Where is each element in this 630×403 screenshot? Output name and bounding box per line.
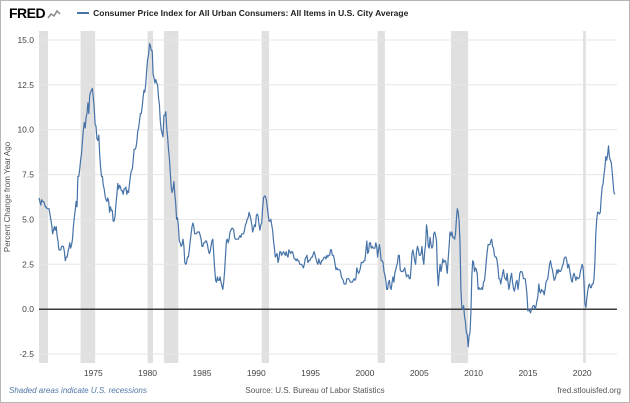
site-url-text: fred.stlouisfed.org (557, 385, 621, 395)
y-tick-label: 10.0 (17, 125, 34, 135)
y-tick-label: 2.5 (22, 259, 34, 269)
y-tick-label: 15.0 (17, 35, 34, 45)
x-tick-label: 2015 (518, 368, 537, 378)
recession-band (377, 31, 385, 363)
x-tick-label: 1995 (301, 368, 320, 378)
fred-logo-chart-icon (47, 9, 61, 18)
recession-band (39, 31, 48, 363)
recession-note: Shaded areas indicate U.S. recessions (9, 385, 147, 395)
x-tick-label: 1980 (138, 368, 157, 378)
x-tick-label: 2010 (464, 368, 483, 378)
y-tick-label: 5.0 (22, 214, 34, 224)
recession-band (80, 31, 96, 363)
plot-area-wrapper: Percent Change from Year Ago -2.5 0.0 2.5 5… (1, 25, 629, 381)
recession-band (583, 31, 586, 363)
y-tick-label: 0.0 (22, 304, 34, 314)
y-axis-title: Percent Change from Year Ago (3, 141, 12, 252)
y-tick-label: -2.5 (19, 349, 34, 359)
chart-header: FRED Consumer Price Index for All Urban … (1, 1, 629, 25)
recession-band (451, 31, 469, 363)
legend-series-label: Consumer Price Index for All Urban Consu… (93, 8, 409, 18)
x-tick-label: 1985 (193, 368, 212, 378)
fred-logo-text: FRED (9, 5, 46, 21)
recession-band (147, 31, 153, 363)
legend-line-swatch (77, 12, 90, 14)
chart-legend: Consumer Price Index for All Urban Consu… (77, 8, 408, 18)
source-text: Source: U.S. Bureau of Labor Statistics (245, 385, 385, 395)
x-tick-label: 2005 (410, 368, 429, 378)
recession-band (163, 31, 179, 363)
x-tick-label: 2020 (573, 368, 592, 378)
fred-logo: FRED (9, 5, 61, 21)
chart-footer: Shaded areas indicate U.S. recessions So… (1, 381, 629, 402)
x-tick-label: 1975 (84, 368, 103, 378)
x-tick-label: 1990 (247, 368, 266, 378)
x-tick-label: 2000 (355, 368, 374, 378)
y-tick-label: 12.5 (17, 80, 34, 90)
y-tick-label: 7.5 (22, 170, 34, 180)
cpi-line-chart: Percent Change from Year Ago -2.5 0.0 2.5 5… (3, 31, 617, 378)
cpi-series-line (38, 43, 616, 348)
